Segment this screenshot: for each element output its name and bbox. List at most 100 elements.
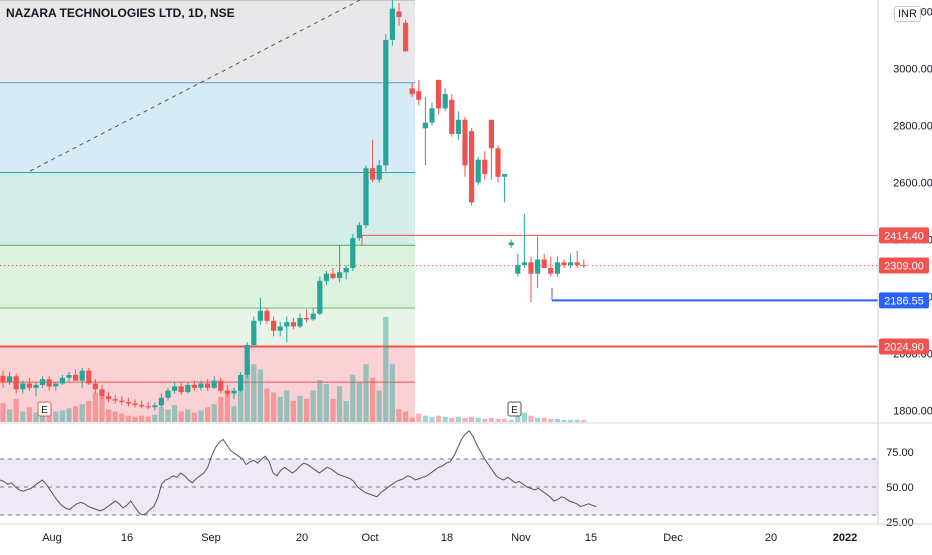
x-tick-label: Oct bbox=[361, 532, 378, 544]
volume-bar bbox=[528, 415, 534, 422]
candle-body bbox=[403, 22, 409, 52]
candle-body bbox=[112, 399, 118, 401]
volume-bar bbox=[389, 364, 395, 422]
candle-body bbox=[290, 322, 296, 327]
candle-body bbox=[20, 383, 26, 390]
candle-body bbox=[172, 386, 178, 391]
candle-body bbox=[145, 406, 151, 408]
candle-body bbox=[152, 405, 158, 408]
candle-body bbox=[356, 225, 362, 239]
volume-bar bbox=[317, 380, 323, 422]
candle-body bbox=[257, 310, 263, 321]
candle-body bbox=[416, 91, 422, 100]
price-tick-label: 2800.00 bbox=[893, 120, 932, 132]
rsi-tick-label: 50.00 bbox=[886, 482, 914, 494]
volume-bar bbox=[455, 416, 461, 422]
candle-body bbox=[277, 326, 283, 331]
volume-bar bbox=[482, 418, 488, 422]
volume-bar bbox=[449, 417, 455, 422]
candle-body bbox=[370, 168, 376, 180]
candle-body bbox=[323, 273, 329, 281]
volume-bar bbox=[59, 410, 65, 422]
volume-bar bbox=[185, 409, 191, 422]
price-label-bg bbox=[879, 292, 929, 309]
price-tick-label: 2600.00 bbox=[893, 177, 932, 189]
volume-bar bbox=[119, 413, 125, 422]
candle-body bbox=[165, 390, 171, 398]
candle-body bbox=[330, 273, 336, 279]
candle-body bbox=[568, 262, 574, 266]
candle-body bbox=[482, 159, 488, 174]
candle-body bbox=[350, 238, 356, 269]
candle-body bbox=[99, 389, 105, 397]
candle-body bbox=[495, 148, 501, 177]
volume-bar bbox=[554, 418, 560, 422]
volume-bar bbox=[356, 382, 362, 422]
candle-body bbox=[218, 380, 224, 391]
candle-body bbox=[224, 390, 230, 394]
volume-bar bbox=[581, 419, 587, 422]
candle-body bbox=[455, 119, 461, 135]
candle-body bbox=[119, 400, 125, 403]
volume-bar bbox=[13, 398, 19, 422]
candle-body bbox=[409, 88, 415, 95]
volume-bar bbox=[310, 390, 316, 422]
volume-bar bbox=[79, 404, 85, 422]
candle-body bbox=[231, 390, 237, 394]
volume-bar bbox=[284, 390, 290, 422]
volume-bar bbox=[53, 411, 59, 422]
volume-bar bbox=[376, 390, 382, 422]
volume-bar bbox=[290, 401, 296, 422]
volume-bar bbox=[112, 411, 118, 422]
candle-body bbox=[297, 317, 303, 327]
candle-body bbox=[343, 268, 349, 273]
volume-bar bbox=[323, 384, 329, 422]
price-label-text: 2024.90 bbox=[884, 341, 924, 353]
x-tick-label: 20 bbox=[296, 532, 308, 544]
fib-zone bbox=[0, 307, 415, 347]
candle-body bbox=[376, 165, 382, 180]
candle-body bbox=[436, 79, 442, 109]
candle-body bbox=[59, 377, 65, 384]
price-label-badge: 2309.00 bbox=[879, 257, 929, 274]
candle-body bbox=[574, 262, 580, 266]
volume-bar bbox=[568, 419, 574, 422]
currency-badge[interactable]: INR bbox=[894, 6, 921, 22]
price-label-text: 2309.00 bbox=[884, 260, 924, 272]
volume-bar bbox=[66, 408, 72, 422]
candle-body bbox=[251, 320, 257, 346]
candle-body bbox=[363, 168, 369, 226]
volume-bar bbox=[26, 407, 32, 422]
x-tick-label: Nov bbox=[511, 532, 531, 544]
volume-bar bbox=[495, 418, 501, 422]
candle-body bbox=[469, 131, 475, 203]
candle-body bbox=[33, 384, 39, 388]
volume-bar bbox=[198, 410, 204, 422]
volume-bar bbox=[158, 407, 164, 422]
candle-body bbox=[79, 370, 85, 381]
earnings-marker: E bbox=[37, 401, 52, 417]
candle-body bbox=[264, 310, 270, 321]
candle-body bbox=[548, 268, 554, 274]
candle-body bbox=[396, 11, 402, 18]
volume-bar bbox=[99, 396, 105, 422]
candle-body bbox=[442, 94, 448, 109]
candle-body bbox=[304, 317, 310, 320]
candle-body bbox=[178, 386, 184, 393]
volume-bar bbox=[231, 406, 237, 422]
volume-bar bbox=[488, 417, 494, 422]
volume-bar bbox=[535, 417, 541, 422]
fib-zone bbox=[0, 172, 415, 246]
candle-body bbox=[284, 322, 290, 327]
volume-bar bbox=[271, 392, 277, 422]
candle-body bbox=[535, 259, 541, 274]
volume-bar bbox=[73, 406, 79, 422]
candle-body bbox=[508, 242, 514, 246]
candle-body bbox=[337, 272, 343, 279]
candle-body bbox=[13, 376, 19, 390]
candle-body bbox=[521, 262, 527, 266]
price-label-bg bbox=[879, 257, 929, 274]
volume-bar bbox=[521, 412, 527, 422]
volume-bar bbox=[462, 417, 468, 422]
price-label-bg bbox=[879, 227, 929, 244]
